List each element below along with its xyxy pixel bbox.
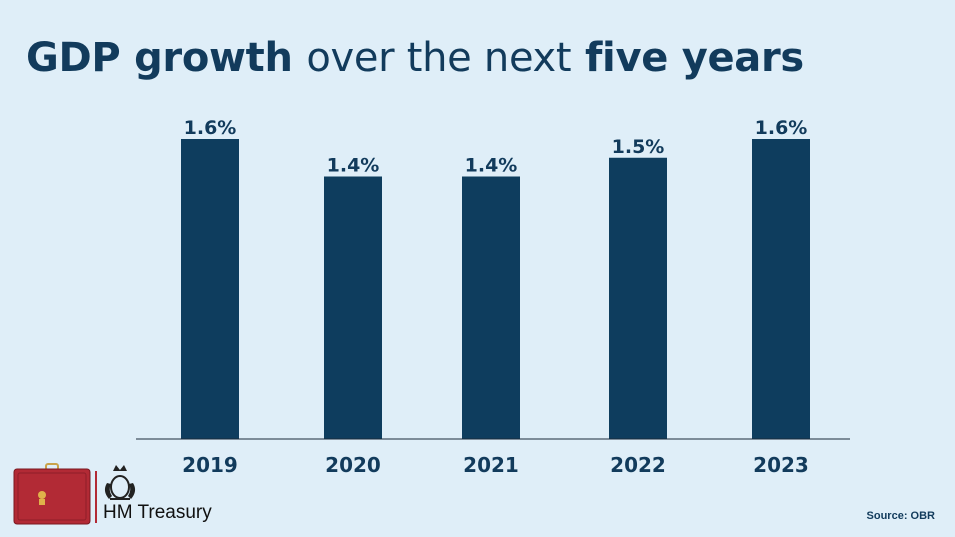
x-tick-label-2022: 2022: [610, 453, 666, 477]
x-tick-label-2023: 2023: [753, 453, 809, 477]
bars-group: [181, 139, 810, 439]
value-label-2019: 1.6%: [184, 117, 237, 139]
x-tick-label-2019: 2019: [182, 453, 238, 477]
value-label-2023: 1.6%: [755, 117, 808, 139]
title-part-growth: GDP growth: [26, 35, 293, 81]
title-part-years: five years: [584, 35, 804, 81]
labels-group: 1.6% 2019 1.4% 2020 1.4% 2021 1.5% 2022 1.6% 2023: [182, 117, 809, 477]
bar-2021: [462, 176, 520, 439]
value-label-2021: 1.4%: [465, 155, 518, 177]
bar-2023: [752, 139, 810, 439]
chart-title: GDP growth over the next five years: [26, 28, 804, 88]
hm-treasury-logo: [13, 463, 136, 525]
source-note: Source: OBR: [866, 510, 935, 522]
bar-2022: [609, 157, 667, 439]
brand-name: HM Treasury: [103, 502, 212, 523]
x-tick-label-2020: 2020: [325, 453, 381, 477]
red-budget-box-icon: [13, 463, 91, 525]
bar-2020: [324, 176, 382, 439]
value-label-2022: 1.5%: [612, 136, 665, 158]
bar-2019: [181, 139, 239, 439]
value-label-2020: 1.4%: [327, 155, 380, 177]
title-part-middle: over the next: [306, 35, 572, 81]
royal-crest-icon: [104, 465, 136, 500]
x-tick-label-2021: 2021: [463, 453, 519, 477]
